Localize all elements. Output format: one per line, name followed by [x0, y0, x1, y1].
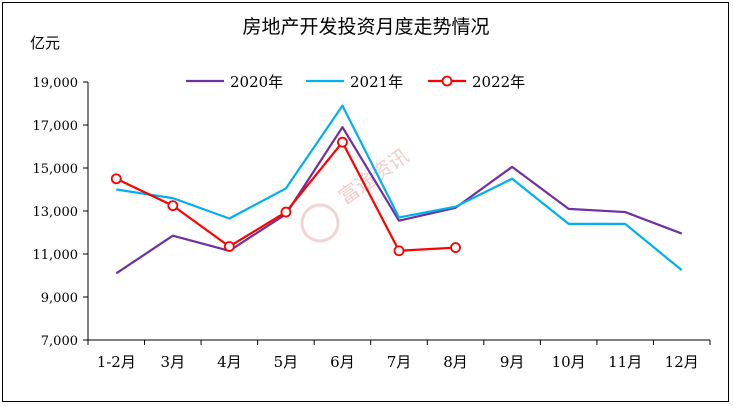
- series-line: [115, 126, 683, 275]
- x-tick-label: 10月: [552, 353, 586, 371]
- x-tick-label: 3月: [161, 353, 186, 371]
- series-0: [115, 126, 683, 275]
- x-tick-label: 6月: [330, 353, 355, 371]
- chart-frame: [2, 2, 729, 402]
- series-point: [167, 200, 179, 212]
- legend-marker: [441, 75, 453, 87]
- legend-label: 2022年: [472, 73, 525, 91]
- series-point: [223, 241, 235, 252]
- x-tick-label: 8月: [443, 353, 468, 371]
- series-layer: [110, 104, 683, 275]
- x-tick-label: 12月: [665, 353, 699, 371]
- y-tick-label: 19,000: [33, 76, 79, 91]
- x-tick-label: 5月: [274, 353, 299, 371]
- watermark-logo-icon: [300, 203, 340, 243]
- x-tick-label: 7月: [387, 353, 412, 371]
- x-tick-label: 1-2月: [97, 353, 136, 371]
- series-point: [450, 242, 461, 253]
- legend-label: 2021年: [350, 73, 403, 91]
- series-1: [116, 104, 683, 271]
- watermark-text: 富途资讯: [334, 144, 413, 210]
- legend: 2020年 2021年 2022年: [186, 73, 525, 91]
- series-point: [110, 173, 122, 185]
- series-2: [110, 136, 461, 257]
- series-point: [280, 206, 292, 218]
- series-point: [337, 136, 348, 148]
- chart-title: 房地产开发投资月度走势情况: [242, 16, 489, 38]
- x-tick-label: 4月: [217, 353, 242, 371]
- series-point: [393, 245, 405, 257]
- y-tick-label: 11,000: [33, 248, 79, 263]
- legend-item: 2021年: [306, 73, 403, 91]
- legend-item: 2022年: [428, 73, 525, 91]
- legend-item: 2020年: [186, 73, 283, 91]
- axes: 7,000 9,000 11,000 13,000 15,000 17,000 19,000…: [33, 76, 711, 371]
- y-tick-label: 17,000: [33, 119, 79, 134]
- x-tick-label: 11月: [608, 353, 642, 371]
- watermark: 富途资讯: [300, 144, 413, 243]
- series-line: [116, 104, 683, 271]
- x-tick-label: 9月: [500, 353, 525, 371]
- y-tick-label: 7,000: [41, 334, 78, 349]
- y-tick-label: 13,000: [33, 205, 79, 220]
- y-unit-label: 亿元: [30, 34, 60, 52]
- legend-label: 2020年: [230, 73, 283, 91]
- y-tick-label: 9,000: [41, 291, 78, 306]
- y-tick-label: 15,000: [33, 162, 79, 177]
